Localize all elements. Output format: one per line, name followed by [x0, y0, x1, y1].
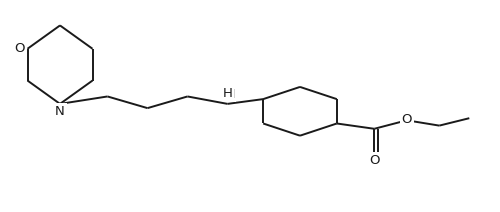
Text: N: N — [55, 105, 65, 118]
Text: H: H — [226, 88, 234, 101]
Text: O: O — [402, 113, 412, 126]
Text: H: H — [222, 87, 232, 100]
Text: O: O — [369, 154, 380, 167]
Text: O: O — [14, 42, 25, 55]
